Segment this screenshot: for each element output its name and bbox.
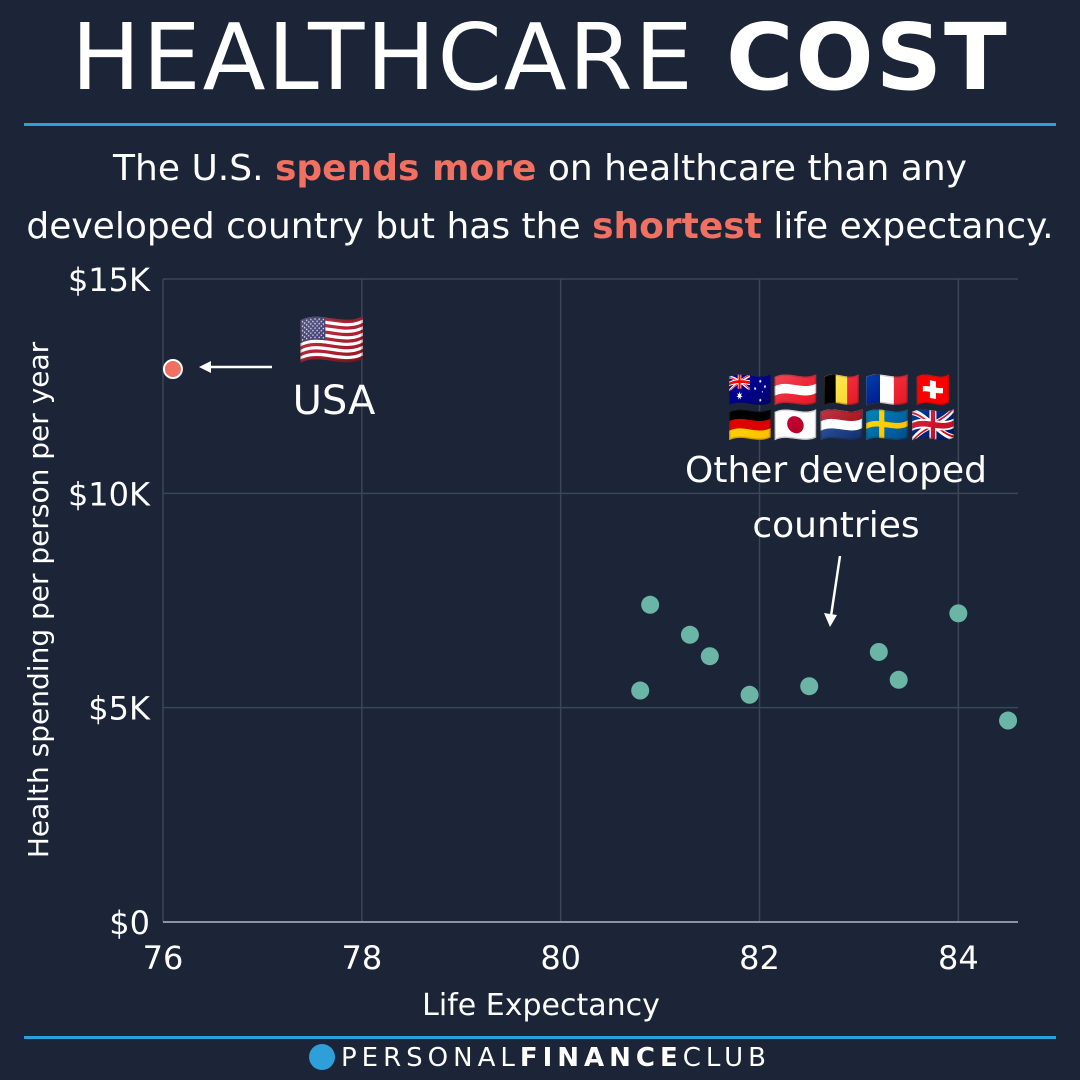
x-tick-label: 76: [143, 939, 184, 977]
country-point: [641, 595, 660, 614]
x-tick-label: 80: [540, 939, 581, 977]
y-tick-labels: $0 $5K $10K $15K: [68, 261, 151, 942]
country-point: [631, 681, 650, 700]
highlight-spends-more: spends more: [274, 148, 537, 189]
other-countries-flags-row1: 🇦🇺🇦🇹🇧🇪🇫🇷🇨🇭: [727, 369, 956, 411]
country-point: [700, 647, 719, 666]
country-point: [999, 711, 1018, 730]
brand-footer: PERSONALFINANCECLUB: [0, 1043, 1080, 1073]
y-axis-title: Health spending per person per year: [22, 341, 55, 858]
y-tick-label: $0: [109, 904, 150, 942]
other-countries-label-2: countries: [752, 505, 919, 546]
x-tick-labels: 76 78 80 82 84: [143, 939, 979, 977]
y-tick-label: $15K: [68, 261, 151, 299]
country-point: [949, 604, 968, 623]
x-tick-label: 82: [739, 939, 780, 977]
title-light: HEALTHCARE: [71, 4, 695, 111]
x-tick-label: 78: [341, 939, 382, 977]
bottom-divider: [24, 1036, 1056, 1039]
title-bold: COST: [725, 4, 1009, 111]
country-point: [889, 670, 908, 689]
country-point: [869, 642, 888, 661]
usa-point: [162, 359, 183, 380]
other-countries-arrow-head: [824, 613, 837, 627]
country-point: [740, 685, 759, 704]
usa-flag: 🇺🇸: [298, 308, 365, 371]
usa-label: USA: [293, 378, 376, 424]
other-countries-label-1: Other developed: [685, 450, 987, 491]
brand-logo-icon: [308, 1044, 335, 1070]
other-countries-arrow: [829, 555, 842, 617]
top-divider: [24, 123, 1056, 126]
usa-arrow-head: [199, 361, 211, 373]
country-point: [680, 625, 699, 644]
subtitle: The U.S. spends more on healthcare than …: [26, 148, 1054, 247]
y-tick-label: $5K: [88, 690, 151, 728]
y-tick-label: $10K: [68, 475, 151, 513]
data-points: [162, 359, 1018, 730]
other-countries-flags-row2: 🇩🇪🇯🇵🇳🇱🇸🇪🇬🇧: [727, 405, 956, 446]
x-axis-title: Life Expectancy: [422, 988, 660, 1023]
highlight-shortest: shortest: [592, 206, 762, 247]
page-title: HEALTHCARE COST: [0, 6, 1080, 110]
x-tick-label: 84: [938, 939, 979, 977]
chart-grid: [162, 278, 1018, 923]
country-point: [800, 677, 819, 696]
